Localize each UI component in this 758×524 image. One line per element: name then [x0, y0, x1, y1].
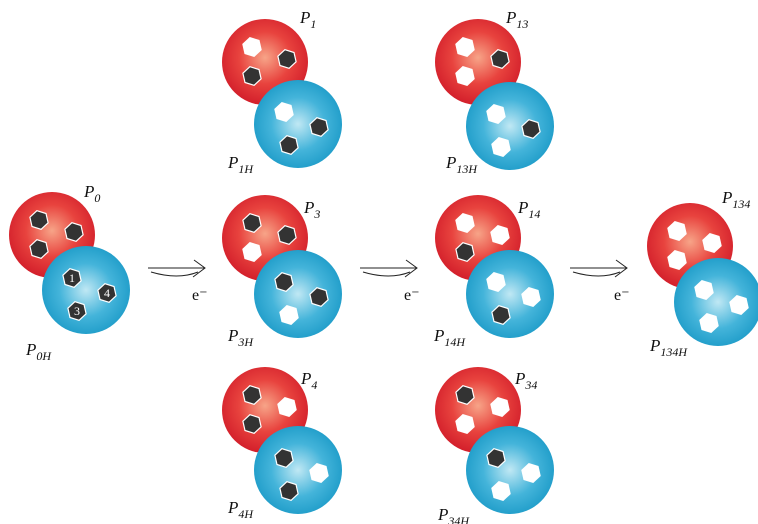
- label-subscript: 1: [310, 17, 316, 31]
- site-number: 4: [104, 286, 110, 300]
- label-symbol: P: [514, 369, 525, 388]
- label-symbol: P: [303, 198, 314, 217]
- label-subscript: 1H: [238, 162, 254, 176]
- blue-sphere: [254, 250, 342, 338]
- label-symbol: P: [25, 340, 36, 359]
- electron-label: e⁻: [192, 287, 208, 304]
- species-h-label: P14H: [433, 326, 466, 349]
- label-subscript: 3H: [237, 335, 254, 349]
- species-label: P34: [514, 369, 537, 392]
- species-pair: 1 4 3: [9, 192, 130, 334]
- species-h-label: P0H: [25, 340, 52, 363]
- label-symbol: P: [299, 8, 310, 27]
- species-label: P1: [299, 8, 316, 31]
- label-subscript: 13H: [456, 162, 478, 176]
- blue-sphere: [254, 80, 342, 168]
- blue-sphere: [466, 82, 554, 170]
- species-label: P0: [83, 182, 100, 205]
- site-number: 3: [74, 304, 80, 318]
- diagram: 143P0P0HP1P1HP3P3HP4P4HP13P13HP14P14HP34…: [0, 0, 758, 524]
- species-label: P14: [517, 198, 540, 221]
- species-h-label: P1H: [227, 153, 254, 176]
- label-subscript: 3: [313, 207, 320, 221]
- label-symbol: P: [721, 188, 732, 207]
- species-pair: [222, 19, 342, 168]
- electron-label: e⁻: [404, 287, 420, 304]
- label-subscript: 13: [516, 17, 528, 31]
- species-h-label: P3H: [227, 326, 254, 349]
- species-h-label: P13H: [445, 153, 478, 176]
- label-subscript: 14: [528, 207, 540, 221]
- label-subscript: 34H: [447, 514, 470, 524]
- species-h-label: P34H: [437, 505, 470, 524]
- reaction-arrow: [148, 260, 205, 277]
- electron-label: e⁻: [614, 287, 630, 304]
- site-number: 1: [69, 271, 75, 285]
- species-h-label: P134H: [649, 336, 688, 359]
- label-symbol: P: [227, 498, 238, 517]
- blue-sphere: [466, 426, 554, 514]
- label-symbol: P: [300, 369, 311, 388]
- label-symbol: P: [517, 198, 528, 217]
- label-subscript: 14H: [444, 335, 466, 349]
- label-subscript: 134: [732, 197, 750, 211]
- label-symbol: P: [445, 153, 456, 172]
- blue-sphere: [42, 246, 130, 334]
- species-pair: [435, 19, 554, 170]
- blue-sphere: [466, 250, 554, 338]
- label-symbol: P: [433, 326, 444, 345]
- label-symbol: P: [649, 336, 660, 355]
- label-symbol: P: [83, 182, 94, 201]
- species-label: P134: [721, 188, 750, 211]
- label-symbol: P: [227, 153, 238, 172]
- species-pair: [222, 367, 342, 514]
- species-h-label: P4H: [227, 498, 254, 521]
- label-subscript: 0: [94, 191, 100, 205]
- label-symbol: P: [437, 505, 448, 524]
- label-subscript: 0H: [36, 349, 52, 363]
- label-subscript: 134H: [660, 345, 688, 359]
- label-subscript: 4: [311, 378, 317, 392]
- species-pair: [222, 195, 342, 338]
- species-label: P3: [303, 198, 320, 221]
- label-symbol: P: [227, 326, 238, 345]
- species-pair: [647, 203, 758, 346]
- blue-sphere: [254, 426, 342, 514]
- species-label: P13: [505, 8, 528, 31]
- label-subscript: 4H: [238, 507, 254, 521]
- reaction-arrow: [360, 260, 417, 277]
- reaction-arrow: [570, 260, 627, 277]
- species-label: P4: [300, 369, 317, 392]
- label-symbol: P: [505, 8, 516, 27]
- label-subscript: 34: [524, 378, 537, 392]
